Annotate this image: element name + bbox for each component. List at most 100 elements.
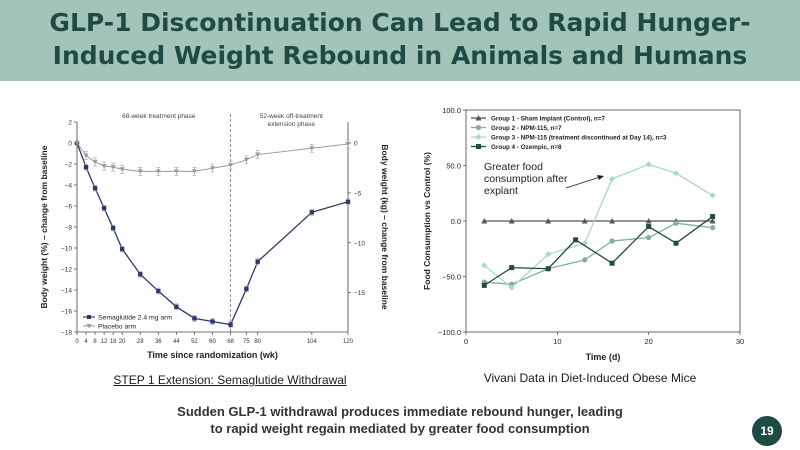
placebo-point bbox=[155, 169, 161, 174]
y-tick-label: −100.0 bbox=[438, 328, 461, 337]
placebo-point bbox=[119, 167, 125, 172]
group-1-point bbox=[709, 218, 716, 224]
x-tick-label: 0 bbox=[75, 339, 79, 345]
summary-text: Sudden GLP-1 withdrawal produces immedia… bbox=[100, 403, 700, 437]
x-tick-label: 120 bbox=[343, 339, 354, 345]
legend-marker-group-3 bbox=[475, 134, 482, 140]
x-tick-label: 75 bbox=[243, 339, 250, 345]
x-tick-label: 30 bbox=[736, 337, 744, 346]
y-left-tick-label: −12 bbox=[61, 267, 72, 274]
phase-label-extension: extension phase bbox=[268, 121, 316, 128]
y-tick-label: −50.0 bbox=[442, 273, 461, 282]
slide-title: GLP-1 Discontinuation Can Lead to Rapid … bbox=[0, 6, 800, 72]
legend-placebo-marker bbox=[86, 324, 92, 329]
annotation-line-3: explant bbox=[484, 185, 518, 197]
slide-title-line-2: Induced Weight Rebound in Animals and Hu… bbox=[52, 41, 748, 70]
legend-placebo-label: Placebo arm bbox=[98, 324, 136, 331]
placebo-point bbox=[210, 166, 215, 171]
placebo-point bbox=[110, 165, 116, 170]
semaglutide-point bbox=[110, 225, 116, 231]
annotation-arrow-head bbox=[597, 175, 604, 180]
semaglutide-point bbox=[345, 199, 351, 204]
group-4-point bbox=[481, 282, 487, 288]
page-number-badge: 19 bbox=[752, 416, 782, 446]
x-tick-label: 12 bbox=[101, 339, 108, 345]
y-axis-label-left: Body weight (%) – change from baseline bbox=[39, 145, 49, 308]
y-left-tick-label: −18 bbox=[61, 330, 72, 337]
x-tick-label: 8 bbox=[93, 339, 97, 345]
group-3-point bbox=[709, 192, 716, 199]
placebo-point bbox=[83, 153, 89, 159]
title-bar bbox=[0, 0, 800, 81]
x-axis-label: Time (d) bbox=[586, 352, 621, 362]
y-left-tick-label: −4 bbox=[65, 183, 73, 190]
series-line-placebo bbox=[76, 142, 349, 172]
group-4-point bbox=[609, 260, 615, 266]
group-4-point bbox=[509, 265, 515, 271]
placebo-point bbox=[345, 142, 351, 147]
x-tick-label: 60 bbox=[209, 339, 216, 345]
group-1-point bbox=[481, 218, 488, 224]
x-tick-label: 20 bbox=[644, 337, 652, 346]
group-4-point bbox=[545, 266, 551, 272]
annotation-line-2: consumption after bbox=[484, 173, 568, 185]
semaglutide-point bbox=[192, 316, 197, 321]
y-tick-label: 50.0 bbox=[446, 162, 461, 171]
x-tick-label: 16 bbox=[110, 339, 117, 345]
semaglutide-point bbox=[228, 322, 233, 327]
y-right-tick-label: −15 bbox=[354, 290, 365, 297]
vivani-food-chart: 100.0 50.0 0.0 −50.0 −100.00 10 20 30 Group 1 - … bbox=[422, 106, 744, 362]
y-left-tick-label: 2 bbox=[68, 120, 72, 127]
y-right-tick-label: 0 bbox=[354, 141, 358, 148]
x-tick-label: 68 bbox=[227, 339, 234, 345]
x-axis-label: Time since randomization (wk) bbox=[147, 350, 278, 360]
placebo-point bbox=[173, 169, 179, 174]
y-left-tick-label: −6 bbox=[65, 204, 73, 211]
legend-label-group-2: Group 2 - NPM-115, n=7 bbox=[491, 125, 562, 132]
slide-title-line-1: GLP-1 Discontinuation Can Lead to Rapid … bbox=[49, 8, 751, 37]
y-axis-label-right: Body weight (kg) – change from baseline bbox=[380, 144, 390, 310]
summary-line-2: to rapid weight regain mediated by great… bbox=[210, 421, 590, 436]
right-chart-caption: Vivani Data in Diet-Induced Obese Mice bbox=[483, 371, 697, 385]
y-axis-label: Food Consumption vs Control (%) bbox=[422, 152, 432, 290]
group-2-point bbox=[710, 225, 716, 231]
y-right-tick-label: −10 bbox=[354, 240, 365, 247]
legend-marker-group-2 bbox=[475, 124, 482, 131]
x-tick-label: 36 bbox=[155, 339, 162, 345]
annotation-arrow-shaft bbox=[565, 176, 601, 189]
group-1-point bbox=[508, 218, 515, 224]
group-2-point bbox=[673, 220, 679, 226]
x-tick-label: 28 bbox=[137, 339, 144, 345]
y-right-tick-label: −5 bbox=[354, 190, 362, 197]
semaglutide-point bbox=[119, 246, 125, 252]
phase-label-offtreatment: 52-week off-treatment bbox=[260, 113, 323, 120]
x-tick-label: 104 bbox=[307, 339, 318, 345]
annotation-line-1: Greater food bbox=[484, 161, 543, 173]
group-4-point bbox=[710, 214, 716, 220]
x-tick-label: 52 bbox=[191, 339, 198, 345]
group-1-point bbox=[645, 218, 652, 224]
x-tick-label: 0 bbox=[464, 337, 468, 346]
semaglutide-point bbox=[156, 288, 161, 294]
series-line-semaglutide bbox=[76, 142, 349, 326]
placebo-point bbox=[101, 164, 107, 169]
legend-label-group-3: Group 3 - NPM-115 (treatment discontinue… bbox=[491, 135, 667, 142]
x-tick-label: 44 bbox=[173, 339, 180, 345]
placebo-point bbox=[255, 152, 261, 158]
legend-marker-group-1 bbox=[475, 115, 482, 121]
summary-line-1: Sudden GLP-1 withdrawal produces immedia… bbox=[177, 404, 623, 419]
group-1-point bbox=[581, 218, 588, 224]
x-tick-label: 10 bbox=[553, 337, 561, 346]
semaglutide-point bbox=[138, 272, 143, 277]
y-left-tick-label: −2 bbox=[65, 162, 73, 169]
placebo-point bbox=[228, 163, 234, 168]
series-line-group-3 bbox=[483, 163, 713, 289]
y-tick-label: 0.0 bbox=[451, 217, 461, 226]
group-2-point bbox=[582, 257, 588, 263]
group-2-point bbox=[646, 235, 652, 241]
x-tick-label: 4 bbox=[84, 339, 88, 345]
y-left-tick-label: −14 bbox=[61, 288, 72, 295]
legend-semaglutide-marker bbox=[87, 315, 91, 319]
group-3-point bbox=[545, 251, 552, 258]
phase-label-treatment: 68-week treatment phase bbox=[122, 113, 196, 120]
